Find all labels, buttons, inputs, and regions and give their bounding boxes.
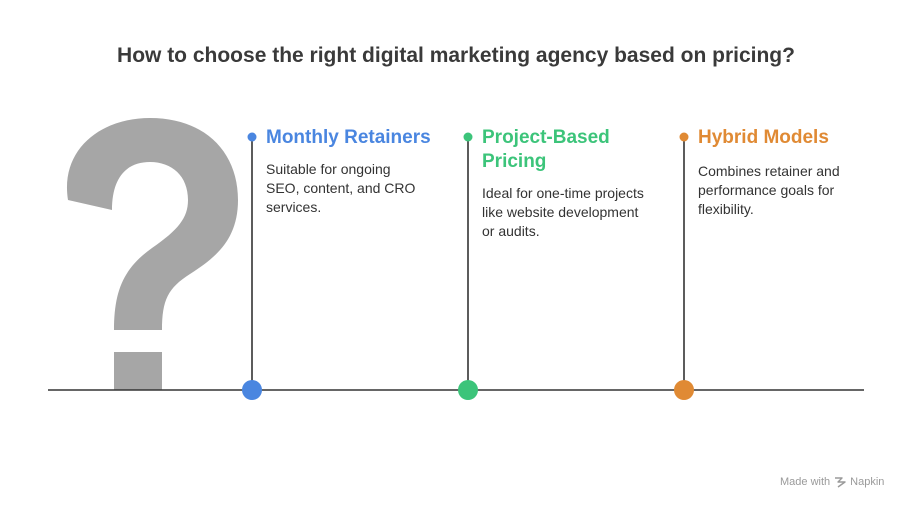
marker-top-dot-monthly	[247, 132, 257, 142]
marker-base-dot-hybrid	[674, 380, 694, 400]
napkin-brand-label: Napkin	[850, 476, 885, 488]
option-description-hybrid: Combines retainer and performance goals …	[698, 163, 840, 217]
page-title: How to choose the right digital marketin…	[117, 44, 795, 67]
option-title-hybrid: Hybrid Models	[698, 127, 829, 148]
marker-top-dot-project	[463, 132, 473, 142]
option-title-project: Project-Based Pricing	[482, 127, 610, 172]
marker-top-dot-hybrid	[679, 132, 689, 142]
option-title-monthly: Monthly Retainers	[266, 127, 431, 148]
made-with-napkin: Made with Napkin	[780, 476, 884, 488]
question-mark-icon	[66, 118, 239, 390]
marker-base-dot-monthly	[242, 380, 262, 400]
option-description-project: Ideal for one-time projects like website…	[482, 185, 644, 239]
option-description-monthly: Suitable for ongoing SEO, content, and C…	[266, 161, 416, 215]
marker-base-dot-project	[458, 380, 478, 400]
pricing-option-monthly: Monthly Retainers Suitable for ongoing S…	[266, 126, 466, 217]
pricing-option-hybrid: Hybrid Models Combines retainer and perf…	[698, 126, 898, 219]
pricing-option-project: Project-Based Pricing Ideal for one-time…	[482, 126, 682, 241]
napkin-logo-icon	[835, 477, 846, 488]
made-with-label: Made with	[780, 476, 831, 488]
